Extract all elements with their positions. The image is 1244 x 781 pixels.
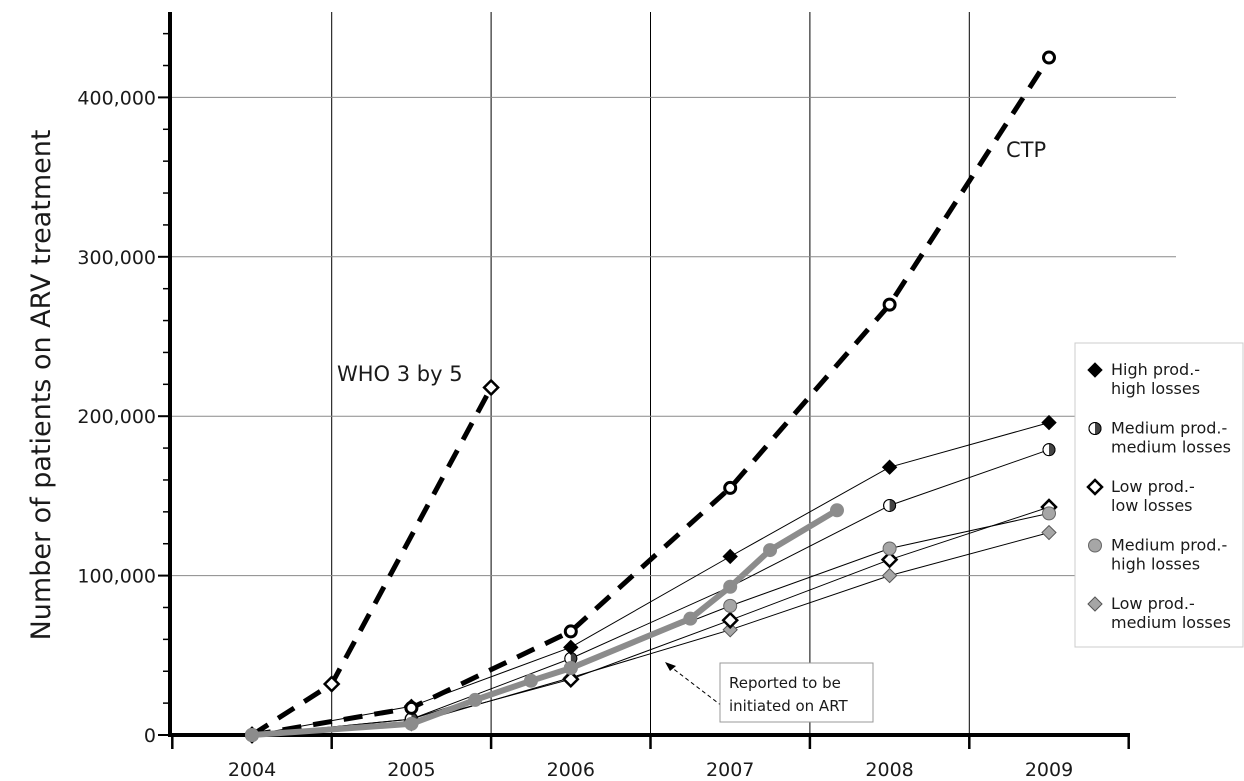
data-point-ctp: [1042, 50, 1056, 65]
who-3-by-5-label: WHO 3 by 5: [337, 362, 463, 386]
legend-label-line1: High prod.-: [1111, 360, 1200, 379]
legend-label-line1: Low prod.-: [1111, 477, 1195, 496]
y-tick-label: 200,000: [77, 406, 156, 428]
data-point-mh: [723, 598, 738, 613]
axis-ticks: 0 100,000 200,000 300,000 400,000 2004 2005 200…: [77, 32, 1130, 781]
x-tick-label: 2007: [706, 759, 754, 781]
data-point-hh: [1041, 414, 1057, 431]
data-point-ll: [880, 550, 899, 569]
data-point-hh: [563, 639, 579, 656]
data-point-reported: [683, 611, 698, 626]
series-line-who: [250, 386, 494, 738]
grid-lines: [170, 12, 1176, 735]
data-point-lm: [881, 567, 898, 584]
legend-item: Low prod.-medium losses: [1087, 594, 1231, 632]
legend-marker: [1087, 362, 1103, 378]
legend-item: Medium prod.-high losses: [1088, 536, 1227, 574]
legend-item: Medium prod.-medium losses: [1088, 419, 1231, 457]
data-point-hh: [722, 548, 738, 565]
legend-item: Low prod.-low losses: [1086, 477, 1195, 515]
legend-label-line2: high losses: [1111, 555, 1200, 574]
data-point-reported: [763, 543, 778, 558]
data-point-reported: [523, 673, 538, 688]
y-tick-label: 0: [144, 725, 156, 747]
legend-label-line2: medium losses: [1111, 438, 1231, 457]
data-point-lm: [1041, 524, 1057, 541]
data-point-reported: [404, 716, 419, 731]
data-point-reported: [468, 692, 483, 707]
series-layer: [243, 50, 1058, 744]
legend-label-line2: low losses: [1111, 496, 1193, 515]
x-tick-label: 2009: [1025, 759, 1073, 781]
data-point-lm: [722, 622, 738, 638]
legend-marker: [1088, 422, 1102, 435]
series-rep: [245, 503, 844, 742]
legend-marker: [1087, 596, 1103, 612]
legend-label-line1: Low prod.-: [1111, 594, 1195, 613]
x-tick-label: 2006: [547, 759, 595, 781]
x-tick-label: 2005: [387, 759, 435, 781]
legend-marker: [1086, 478, 1104, 496]
data-point-reported: [829, 503, 844, 518]
legend-label-line1: Medium prod.-: [1111, 536, 1227, 555]
y-tick-label: 400,000: [77, 87, 156, 109]
data-point-ctp: [723, 480, 738, 495]
data-point-hh: [881, 459, 898, 475]
data-point-who: [482, 378, 500, 397]
data-point-ctp: [404, 700, 419, 715]
reported-arrow: [670, 666, 723, 707]
reported-arrowhead: [665, 662, 676, 671]
legend-box: [1074, 342, 1244, 648]
x-tick-label: 2004: [228, 759, 276, 781]
legend-marker: [1088, 538, 1102, 553]
series-ctp: [245, 50, 1056, 742]
annotations: WHO 3 by 5 CTP Reported to be initiated …: [337, 138, 1046, 723]
data-point-who: [322, 675, 341, 693]
data-point-ll: [721, 611, 739, 629]
data-point-mm: [883, 498, 897, 512]
data-point-ctp: [882, 297, 897, 312]
reported-note-box: [719, 662, 874, 723]
series-line-ctp: [251, 56, 1052, 738]
y-tick-label: 300,000: [77, 247, 156, 269]
y-axis-title: Number of patients on ARV treatment: [26, 130, 57, 641]
legend-item: High prod.-high losses: [1087, 360, 1200, 398]
data-point-reported: [245, 728, 259, 742]
ctp-label: CTP: [1006, 138, 1046, 162]
series-line-mm: [251, 449, 1050, 736]
x-tick-label: 2008: [865, 759, 913, 781]
data-point-ll: [562, 670, 580, 688]
axes: [168, 12, 1130, 737]
data-point-reported: [723, 579, 738, 594]
reported-note-line1: Reported to be: [729, 674, 841, 692]
reported-note-line2: initiated on ART: [729, 697, 849, 715]
data-point-mm: [1042, 443, 1056, 457]
data-point-reported: [563, 661, 578, 676]
legend-label-line1: Medium prod.-: [1111, 419, 1227, 438]
data-point-mh: [1042, 506, 1056, 521]
data-point-ctp: [563, 624, 578, 639]
data-point-mh: [882, 541, 897, 556]
legend-label-line2: medium losses: [1111, 613, 1231, 632]
y-tick-label: 100,000: [77, 566, 156, 588]
legend-label-line2: high losses: [1111, 379, 1200, 398]
